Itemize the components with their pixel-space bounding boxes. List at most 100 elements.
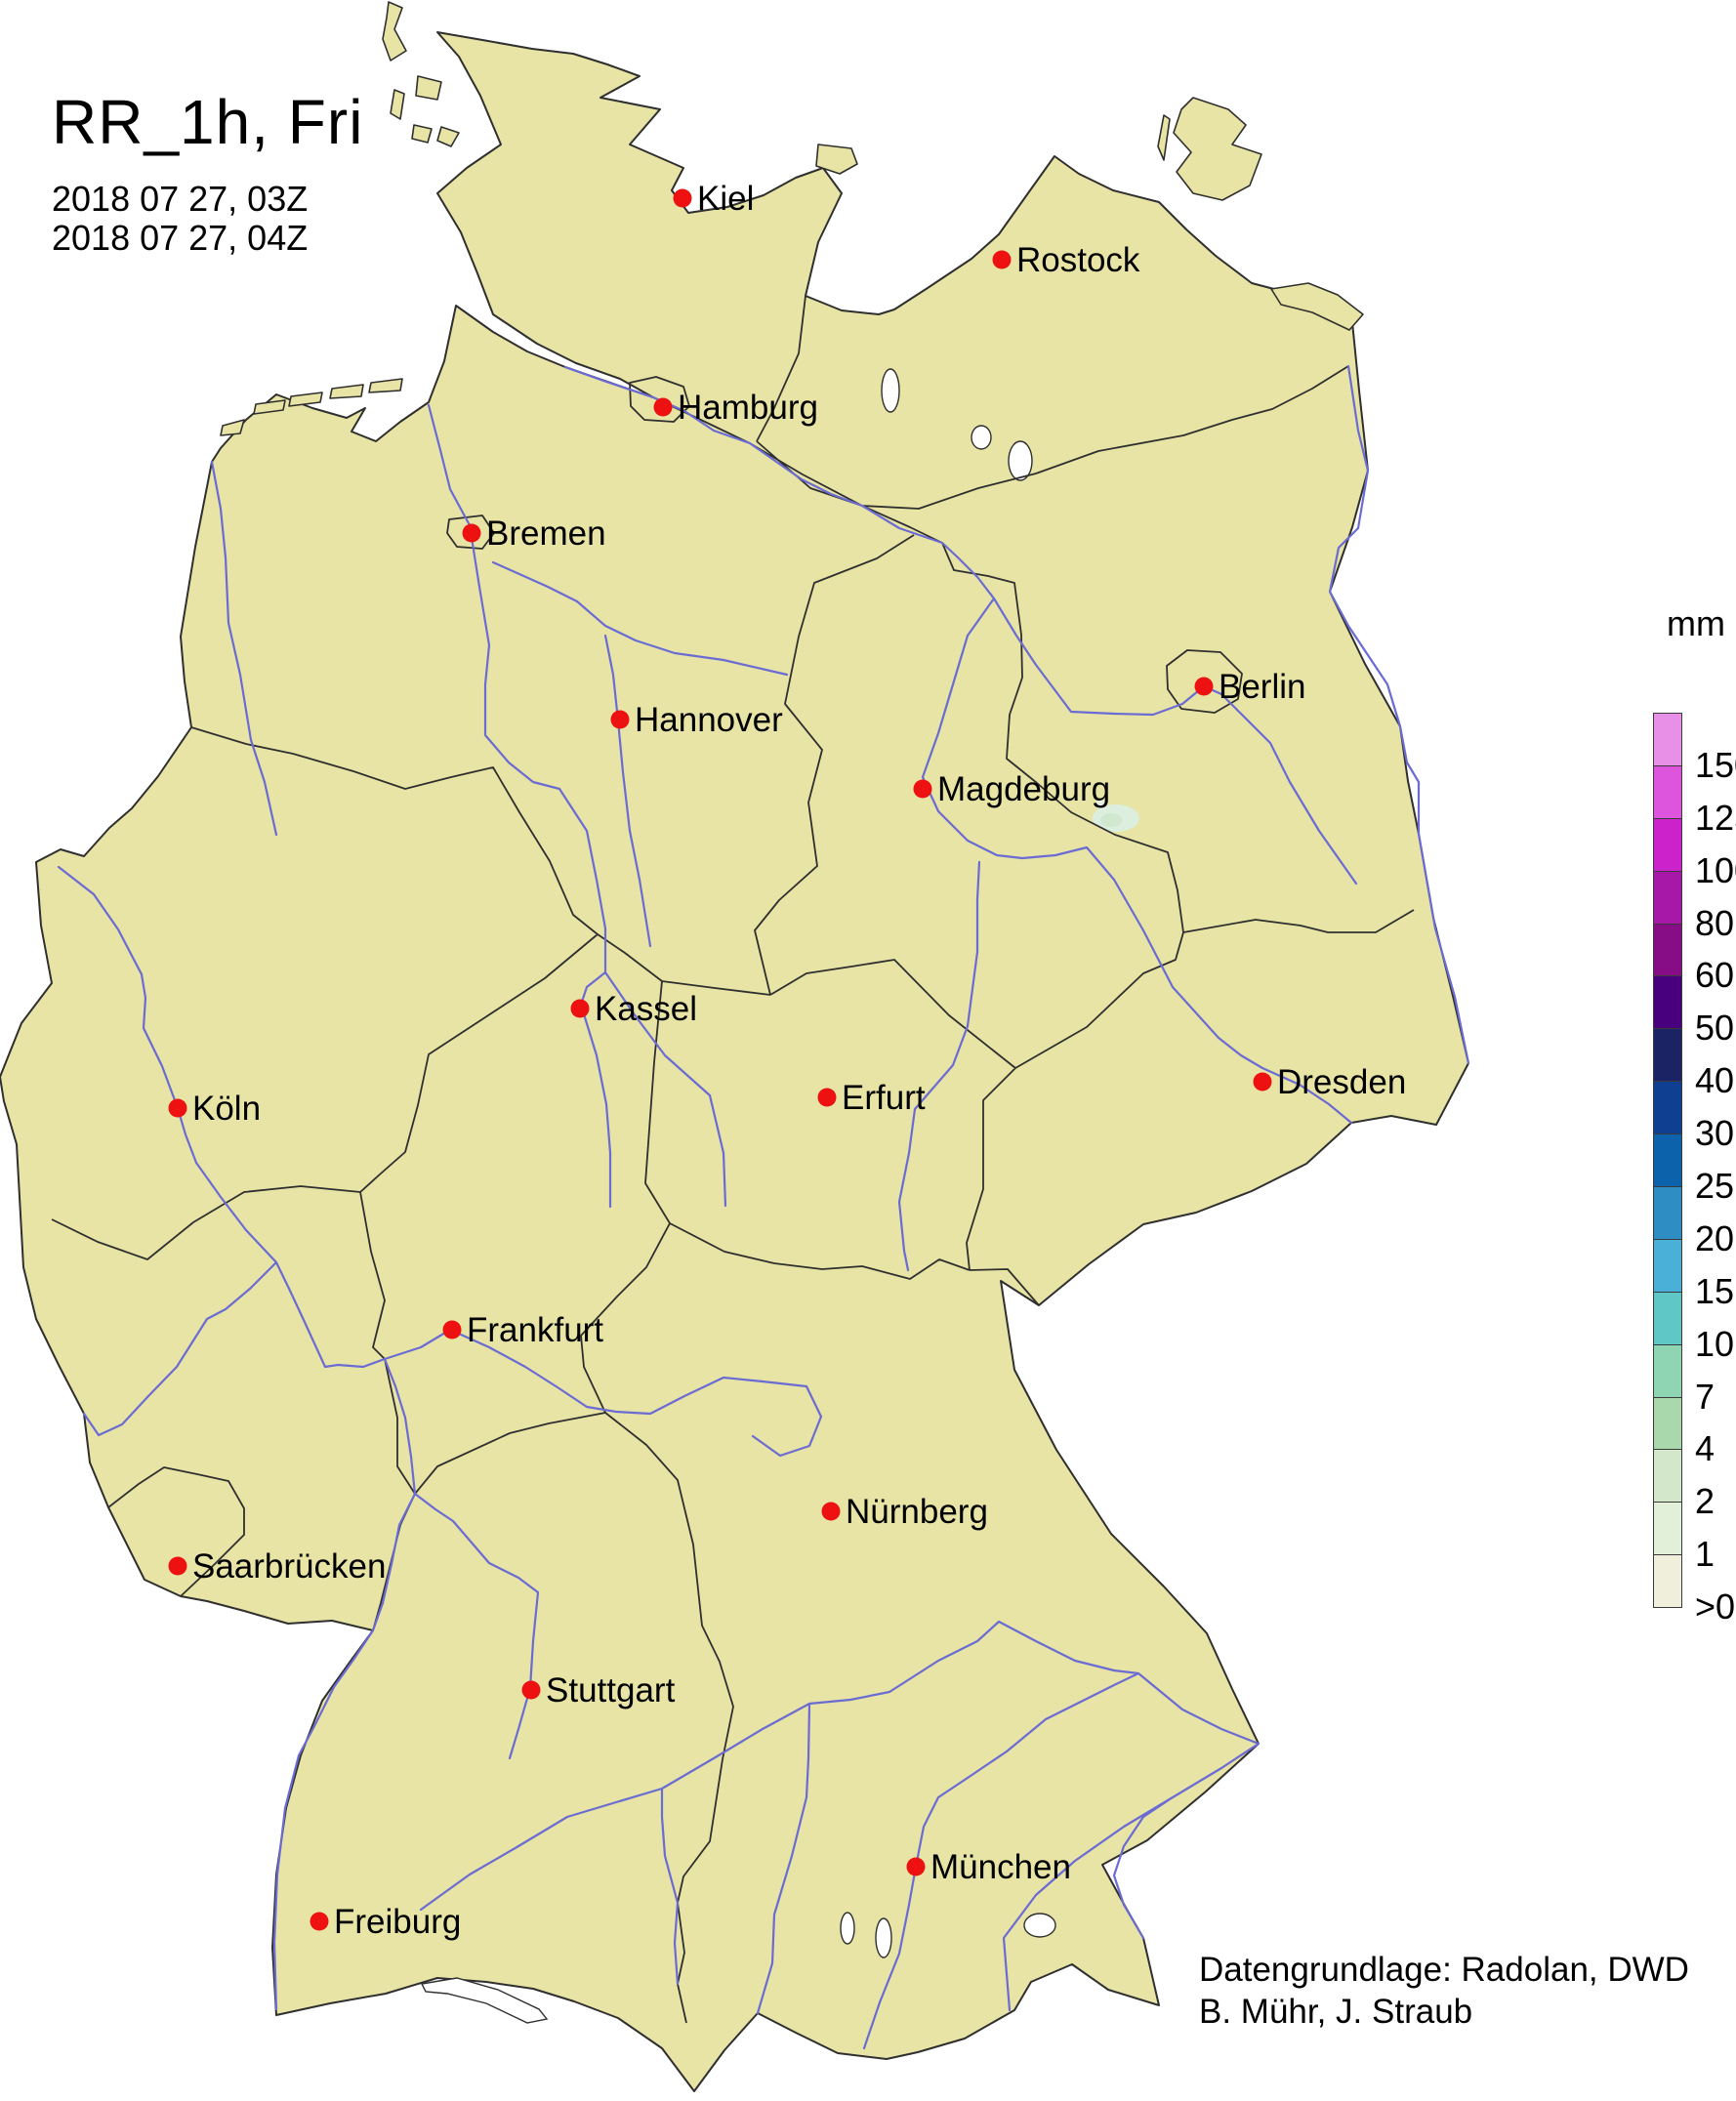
lake-schwerin (881, 368, 900, 413)
city-label: Rostock (1016, 241, 1140, 279)
city-label: Saarbrücken (192, 1547, 386, 1586)
island-wangerooge (368, 378, 403, 393)
legend-segment: 7 (1653, 1343, 1715, 1414)
city-dot (673, 188, 692, 208)
legend-tick-label: 25 (1695, 1166, 1735, 1207)
city-label: Freiburg (334, 1903, 461, 1941)
lake-chiemsee (1023, 1913, 1056, 1938)
city-label: Magdeburg (937, 770, 1110, 808)
city-dot (992, 250, 1012, 269)
island-foehr (415, 75, 442, 101)
legend-segment: 80 (1653, 870, 1734, 940)
legend-tick-label: 4 (1695, 1428, 1715, 1469)
city-marker-kassel: Kassel (570, 990, 697, 1028)
city-dot (1253, 1072, 1272, 1092)
legend-segment: 125 (1653, 764, 1736, 835)
city-marker-stuttgart: Stuttgart (521, 1671, 676, 1710)
legend-tick-label: 15 (1695, 1270, 1735, 1311)
city-dot (653, 397, 673, 417)
city-dot (906, 1857, 926, 1876)
legend-tick-label: 7 (1695, 1376, 1715, 1417)
lakes-layer (420, 368, 1056, 2024)
state-borders (51, 295, 1415, 2024)
city-marker-rostock: Rostock (992, 241, 1140, 279)
rain-patches-layer (1093, 800, 1139, 832)
legend-segment: 100 (1653, 817, 1736, 887)
island-fehmarn (815, 144, 858, 175)
legend-tick-label: 80 (1695, 902, 1735, 943)
island-hiddensee (1157, 114, 1171, 161)
title-block: RR_1h, Fri 2018 07 27, 03Z 2018 07 27, 0… (52, 86, 363, 258)
lake-mueritz (1008, 440, 1033, 481)
legend-tick-label: 100 (1695, 849, 1736, 890)
legend-segment: 10 (1653, 1291, 1734, 1361)
germany-outline (0, 31, 1469, 2092)
city-label: Kassel (595, 990, 697, 1028)
city-marker-saarbrücken: Saarbrücken (168, 1547, 386, 1586)
attribution-authors: B. Mühr, J. Straub (1199, 1993, 1473, 2031)
city-label: Köln (192, 1090, 261, 1128)
legend-tick-label: 20 (1695, 1217, 1735, 1258)
rivers (57, 364, 1470, 2050)
lake-bodensee (420, 1977, 549, 2024)
rain-patch (1100, 813, 1122, 827)
island-ruegen (1173, 97, 1262, 201)
city-marker-kiel: Kiel (673, 180, 754, 218)
legend-segment: 2 (1653, 1449, 1715, 1519)
city-dot (168, 1556, 187, 1576)
legend-colorbar: 150 125 100 80 60 50 40 30 25 20 15 10 7 4 2 1 >0 (1653, 713, 1736, 1625)
legend-segment: 25 (1653, 1133, 1734, 1204)
date-end: 2018 07 27, 04Z (52, 218, 309, 258)
lake-ammersee (840, 1912, 855, 1945)
legend-segment: 150 (1653, 713, 1736, 782)
map-title: RR_1h, Fri (52, 87, 364, 157)
lake-plau (971, 425, 992, 450)
lake-starnberg (875, 1917, 892, 1958)
island-sylt (382, 1, 407, 62)
city-marker-dresden: Dresden (1253, 1063, 1406, 1101)
city-dot (462, 523, 481, 543)
legend-segment: 20 (1653, 1186, 1734, 1256)
legend-segment: 60 (1653, 923, 1734, 993)
legend-segment: 4 (1653, 1396, 1715, 1466)
attribution: Datengrundlage: Radolan, DWD B. Mühr, J.… (1199, 1949, 1689, 2033)
legend-tick-label: 60 (1695, 955, 1735, 996)
city-marker-köln: Köln (168, 1090, 261, 1128)
city-dot (442, 1320, 462, 1339)
island-norderney (288, 391, 323, 407)
city-label: Hannover (635, 701, 783, 739)
island-juist (253, 399, 286, 415)
city-label: Bremen (486, 515, 606, 553)
legend-segment: >0 (1653, 1554, 1735, 1625)
legend-tick-label: 1 (1695, 1534, 1715, 1575)
legend-tick-label: 2 (1695, 1481, 1715, 1522)
island-pellworm (411, 124, 433, 144)
city-dot (821, 1502, 841, 1521)
city-marker-freiburg: Freiburg (310, 1903, 461, 1941)
cities-layer: Kiel Rostock Hamburg Bremen Hannover Berlin Ma… (168, 180, 1406, 1941)
city-marker-nürnberg: Nürnberg (821, 1493, 988, 1531)
city-dot (610, 710, 630, 729)
city-dot (817, 1088, 837, 1107)
legend-tick-label: >0 (1695, 1586, 1736, 1627)
island-langeoog (329, 384, 364, 399)
city-dot (1194, 677, 1214, 696)
city-marker-berlin: Berlin (1194, 668, 1305, 706)
state-borders-layer (51, 295, 1415, 2024)
legend-tick-label: 10 (1695, 1323, 1735, 1364)
city-marker-hannover: Hannover (610, 701, 783, 739)
legend-segment: 30 (1653, 1081, 1734, 1151)
rain-patch (1095, 800, 1107, 809)
city-marker-hamburg: Hamburg (653, 389, 818, 427)
city-dot (310, 1912, 329, 1931)
city-marker-frankfurt: Frankfurt (442, 1311, 603, 1349)
city-marker-bremen: Bremen (462, 515, 606, 553)
city-dot (913, 779, 932, 799)
date-range: 2018 07 27, 03Z 2018 07 27, 04Z (52, 180, 363, 258)
land-layer (0, 1, 1469, 2092)
legend-tick-label: 150 (1695, 744, 1736, 785)
legend-segment: 1 (1653, 1502, 1715, 1572)
city-label: Frankfurt (467, 1311, 603, 1349)
